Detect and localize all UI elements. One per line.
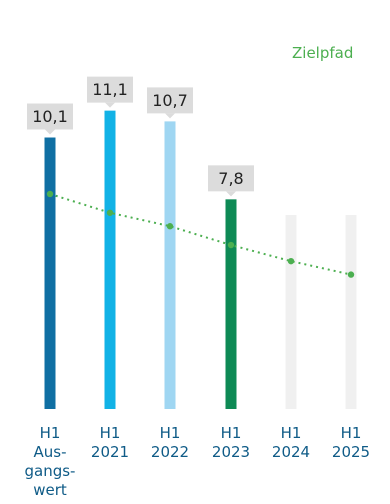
target-path-point-3 bbox=[227, 241, 235, 249]
target-path-point-4 bbox=[287, 257, 295, 265]
value-label-1: 11,1 bbox=[87, 76, 133, 108]
bar-3 bbox=[225, 199, 237, 409]
target-path-point-2 bbox=[166, 223, 174, 230]
bar-0 bbox=[44, 137, 56, 409]
target-path-point-5 bbox=[347, 271, 355, 278]
svg-text:10,7: 10,7 bbox=[152, 91, 188, 110]
svg-text:7,8: 7,8 bbox=[218, 169, 243, 188]
bar-1 bbox=[104, 110, 116, 409]
target-path-point-0 bbox=[46, 190, 54, 198]
x-tick-label-4: H1 2024 bbox=[271, 424, 311, 461]
value-label-0: 10,1 bbox=[27, 103, 73, 135]
x-tick-label-1: H1 2021 bbox=[90, 424, 130, 461]
bar-4 bbox=[285, 215, 297, 409]
x-tick-label-2: H1 2022 bbox=[150, 424, 190, 461]
x-tick-label-0: H1 Aus-gangs-wert bbox=[24, 424, 76, 499]
target-path-line bbox=[49, 193, 352, 276]
legend-target-path: Zielpfad bbox=[292, 44, 354, 62]
svg-text:11,1: 11,1 bbox=[92, 80, 128, 99]
bar-2 bbox=[164, 121, 176, 409]
value-label-3: 7,8 bbox=[208, 165, 254, 197]
x-tick-label-5: H1 2025 bbox=[331, 424, 371, 461]
value-label-2: 10,7 bbox=[147, 87, 193, 119]
x-tick-label-3: H1 2023 bbox=[211, 424, 251, 461]
bar-5 bbox=[345, 215, 357, 409]
svg-text:10,1: 10,1 bbox=[32, 107, 68, 126]
target-path-point-1 bbox=[106, 209, 114, 216]
